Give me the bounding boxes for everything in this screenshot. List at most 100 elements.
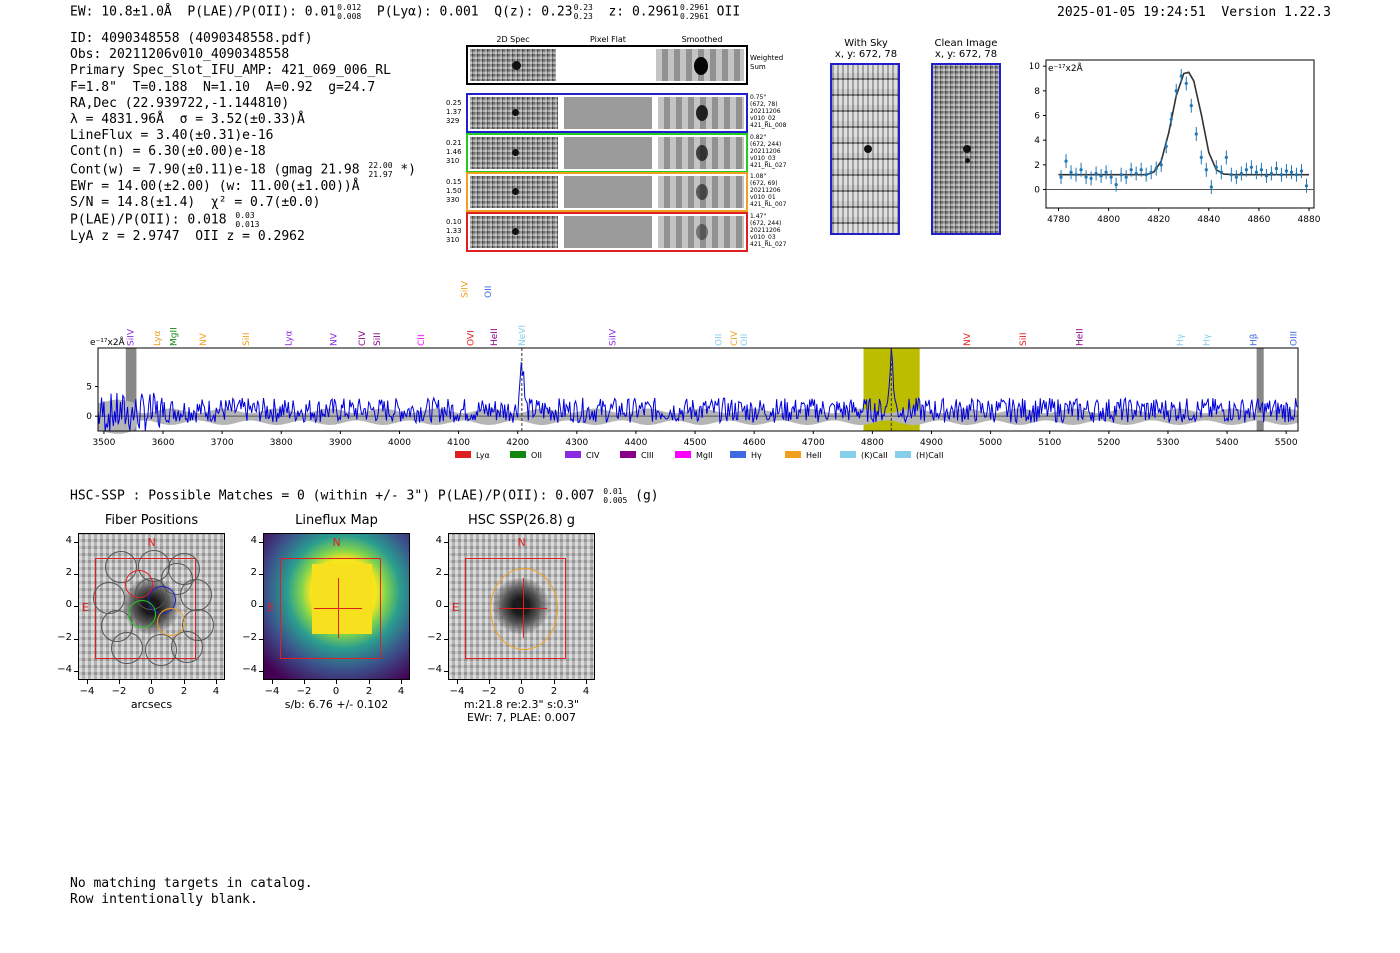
info-contw: Cont(w) = 7.90(±0.11)e-18 (gmag 21.98 22… (70, 161, 416, 179)
panel-ytick-mark (74, 671, 78, 672)
cutout-row-2 (466, 172, 748, 212)
cutout-stat: 310 (446, 156, 460, 165)
spec-legend-swatch (895, 451, 911, 458)
panel-xtick-mark (184, 680, 185, 684)
panel-xtick-mark (401, 680, 402, 684)
spec-legend-label: CIV (586, 451, 600, 460)
spec-line-marker: Hγ (1202, 333, 1212, 346)
fit-ytick-label: 6 (1034, 112, 1040, 122)
spec-line-marker: MgII (170, 327, 180, 346)
fit-data-point (1154, 166, 1158, 171)
footer-line-1: No matching targets in catalog. (70, 876, 313, 891)
cutout-stats: 0.21 1.46 310 (446, 139, 466, 166)
spec-legend-label: Lyα (476, 451, 490, 460)
panel-ytick-mark (259, 542, 263, 543)
contw-end: *) (400, 162, 416, 178)
contw-text: Cont(w) = 7.90(±0.11)e-18 (gmag 21.98 (70, 162, 360, 178)
cutout-meta-line: 421_RL_027 (750, 240, 787, 248)
z-value: z: 0.2961 (608, 4, 679, 20)
panel-xtick: −2 (481, 686, 497, 697)
contw-lower: 21.97 (368, 169, 393, 179)
panel-xtick-mark (336, 680, 337, 684)
cutout-stat: 0.10 (446, 217, 462, 226)
spec-line-marker: Hγ (1176, 333, 1186, 346)
panel-north: N (517, 536, 526, 549)
cutout-meta-line: 0.75" (750, 94, 767, 101)
fit-xtick-label: 4860 (1247, 215, 1270, 225)
spec-xtick-label: 3700 (211, 438, 234, 448)
fiber-circle (111, 632, 144, 665)
panel-north: N (147, 536, 156, 549)
panel-xtick: 2 (365, 686, 373, 697)
fiber-circle (161, 563, 194, 596)
fit-data-point (1289, 170, 1294, 174)
fit-data-point (1214, 165, 1218, 169)
panel-ytick-mark (259, 574, 263, 575)
fit-data-point (1129, 168, 1133, 172)
z-upper: 0.2961 (679, 3, 709, 12)
spec-legend-swatch (785, 451, 801, 458)
spec-line-marker: SiII (373, 332, 383, 346)
spec-xtick-label: 5300 (1156, 438, 1179, 448)
spec-legend-label: OII (531, 451, 542, 460)
fit-data-point (1244, 168, 1248, 172)
panel-xtick: 0 (147, 686, 155, 697)
spec-legend-label: (H)CaII (916, 451, 943, 460)
plae-text: P(LAE)/P(OII): 0.018 (70, 212, 227, 228)
spec-xtick-label: 4100 (447, 438, 470, 448)
cutout-meta-line: 1.08" (750, 173, 767, 180)
fit-ytick-label: 8 (1034, 87, 1040, 97)
spec-line-marker: NV (329, 332, 339, 346)
fit-data-point (1079, 168, 1083, 172)
cutout-flat (564, 176, 652, 208)
panel-xtick: −2 (111, 686, 127, 697)
fit-xtick-label: 4840 (1197, 215, 1220, 225)
fiber-circle-highlight (157, 607, 186, 636)
cutout-stat: 0.21 (446, 138, 462, 147)
cutout-stat: 1.50 (446, 187, 462, 195)
info-contn: Cont(n) = 6.30(±0.00)e-18 (70, 144, 266, 160)
spec-legend-label: Hγ (751, 451, 762, 460)
fit-data-point (1099, 174, 1103, 178)
spec-line-marker: Lyα (153, 330, 163, 346)
panel-xtick: −4 (79, 686, 95, 697)
spec-plot-frame (97, 347, 1299, 432)
hsc-summary: HSC-SSP : Possible Matches = 0 (within +… (70, 487, 659, 505)
hsc-ellipse (489, 567, 558, 650)
panel-xlabel: m:21.8 re:2.3" s:0.3" (463, 698, 580, 711)
panel-east: E (267, 600, 274, 614)
spec-flux-line (97, 347, 1299, 432)
cutout-stat: 1.33 (446, 226, 462, 235)
panel-ytick-mark (74, 606, 78, 607)
with-sky-title: With Sky (844, 38, 888, 49)
plya-value: P(Lyα): 0.001 (376, 4, 479, 20)
fit-ylabel: e⁻¹⁷x2Å (1048, 62, 1084, 74)
info-sn: S/N = 14.8(±1.4) χ² = 0.7(±0.0) (70, 194, 321, 210)
hsc-text: HSC-SSP : Possible Matches = 0 (within +… (70, 488, 595, 504)
fit-data-point (1269, 171, 1274, 176)
weighted-smoothed (656, 49, 744, 81)
panel-note: EWr: 7, PLAE: 0.007 (466, 711, 577, 724)
fit-data-point (1279, 173, 1284, 177)
fit-data-point (1264, 174, 1269, 178)
spec-ytick-label: 0 (86, 412, 92, 422)
cutout-meta-line: 421_RL_007 (750, 201, 787, 208)
fit-xtick-label: 4820 (1147, 215, 1170, 225)
cutout-smoothed (658, 215, 744, 248)
spec-line-marker: Lyα (284, 330, 294, 346)
fit-data-point (1124, 175, 1128, 179)
spec-line-marker: OII (715, 334, 725, 346)
spec-xtick-label: 3600 (152, 438, 175, 448)
spec-legend-label: (K)CaII (861, 451, 888, 460)
spec-xtick-label: 4500 (684, 438, 707, 448)
cutout-stat: 0.25 (446, 99, 462, 107)
spec-xtick-label: 4700 (802, 438, 825, 448)
fit-data-point (1294, 173, 1299, 177)
fit-data-point (1169, 117, 1173, 121)
cutout-smoothed (658, 136, 744, 169)
spec-noise-band (98, 399, 1298, 434)
cutout-meta-line: 20211206 (750, 226, 781, 234)
panel-title: Fiber Positions (104, 513, 199, 528)
spec-line-marker: SiII (1019, 332, 1029, 346)
info-lineflux: LineFlux = 3.40(±0.31)e-16 (70, 128, 274, 144)
